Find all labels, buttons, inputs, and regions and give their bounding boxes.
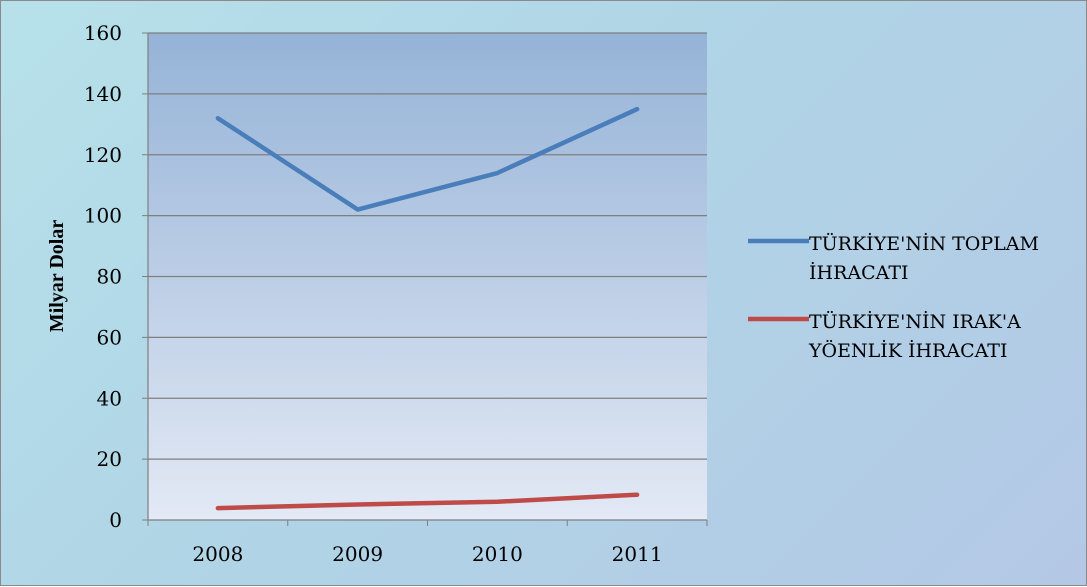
gridlines xyxy=(148,32,707,460)
y-axis-title: Milyar Dolar xyxy=(46,220,68,333)
legend-label-2: YÖENLİK İHRACATI xyxy=(808,339,1007,362)
x-tick-label: 2010 xyxy=(472,542,523,566)
legend-label-2: TÜRKİYE'NİN IRAK'A xyxy=(809,310,1021,333)
legend-label-1: İHRACATI xyxy=(809,261,909,284)
y-tick-label: 20 xyxy=(97,447,122,471)
y-tick-label: 0 xyxy=(109,508,122,532)
legend: TÜRKİYE'NİN TOPLAM İHRACATI TÜRKİYE'NİN IR… xyxy=(748,232,1039,362)
series-lines xyxy=(215,106,640,511)
y-tick-label: 80 xyxy=(97,265,122,289)
legend-label-1: TÜRKİYE'NİN TOPLAM xyxy=(809,232,1039,255)
x-tick-label: 2008 xyxy=(192,542,243,566)
series-line-2 xyxy=(215,492,640,511)
y-tick-label: 40 xyxy=(97,386,122,410)
y-tick-label: 160 xyxy=(84,21,122,45)
y-tick-label: 140 xyxy=(84,82,122,106)
x-tick-label: 2011 xyxy=(612,542,663,566)
y-tick-label: 100 xyxy=(84,204,122,228)
x-tick-label: 2009 xyxy=(332,542,383,566)
y-tick-label: 60 xyxy=(97,325,122,349)
series-line-1 xyxy=(215,106,640,212)
y-tick-label: 120 xyxy=(84,143,122,167)
axes: 0 20 40 60 80 100 120 140 160 2008 2009 2010 2011 xyxy=(84,21,708,566)
